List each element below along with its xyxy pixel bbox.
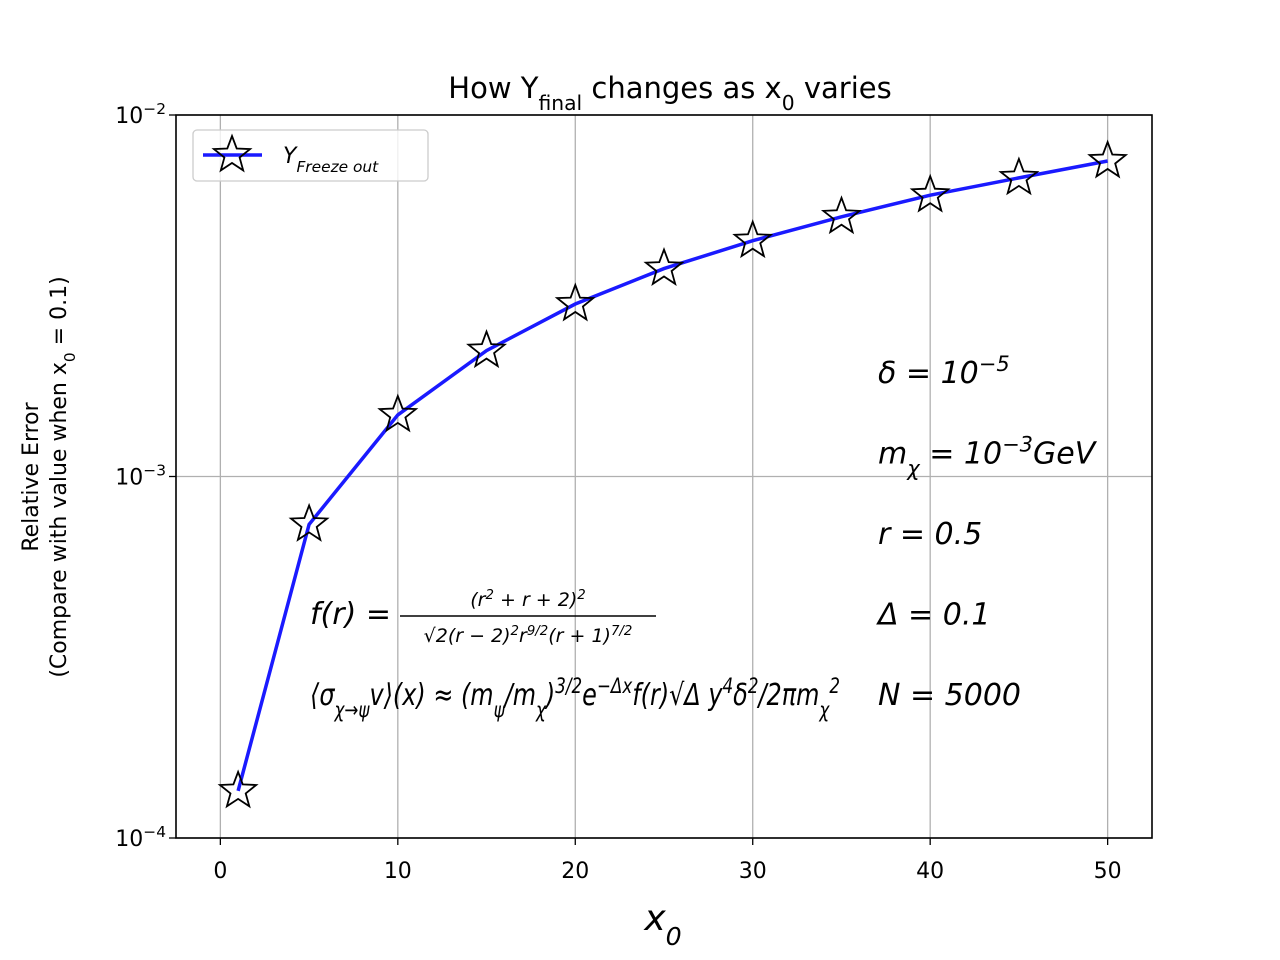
x-axis-label: x0 — [643, 898, 681, 951]
y-axis-label: (Compare with value when x0 = 0.1) — [47, 276, 79, 677]
parameter: N = 5000 — [878, 678, 1021, 713]
annotation: ⟨σχ→ψv⟩(x) ≈ (mψ/mχ)3/2e−Δxf(r)√Δ y4δ2/2… — [310, 674, 840, 722]
x-tick-label: 40 — [916, 859, 944, 884]
y-axis-label: Relative Error — [19, 401, 44, 551]
parameter: r = 0.5 — [878, 517, 982, 552]
legend-label: YFreeze out — [283, 144, 379, 176]
marker — [217, 769, 259, 809]
annotation: f(r) = — [310, 597, 391, 632]
parameter: Δ = 0.1 — [876, 598, 990, 633]
x-tick-label: 0 — [213, 859, 227, 884]
marker — [466, 329, 508, 369]
marker — [288, 502, 330, 542]
marker — [643, 247, 685, 286]
x-tick-label: 10 — [384, 859, 412, 884]
marker — [1087, 139, 1129, 179]
annotation: (r2 + r + 2)2 — [470, 588, 585, 612]
x-tick-label: 30 — [739, 859, 767, 884]
marker — [909, 173, 951, 213]
legend-box — [192, 129, 429, 182]
axes-frame — [175, 114, 1153, 839]
parameter: mχ = 10−3GeV — [878, 433, 1098, 481]
marker — [732, 219, 774, 259]
annotation: √2(r − 2)2r9/2(r + 1)7/2 — [424, 624, 633, 648]
chart-title: How Yfinal changes as x0 varies — [448, 71, 891, 115]
x-tick-label: 50 — [1094, 859, 1122, 884]
marker — [554, 282, 596, 322]
marker — [820, 195, 862, 235]
plot-area: 0 10 20 30 40 50 10−4 10−3 10−2 — [115, 100, 1153, 884]
marker — [998, 156, 1040, 196]
parameter: δ = 10−5 — [878, 352, 1010, 391]
x-tick-label: 20 — [561, 859, 589, 884]
y-tick-label: 10−2 — [115, 100, 166, 129]
y-tick-label: 10−3 — [115, 462, 166, 491]
legend-marker — [211, 133, 253, 173]
data-line — [236, 159, 1108, 792]
marker — [377, 393, 419, 433]
y-tick-label: 10−4 — [115, 823, 166, 852]
parameters: δ = 10−5 mχ = 10−3GeV r = 0.5 Δ = 0.1 N = 50… — [876, 352, 1098, 713]
